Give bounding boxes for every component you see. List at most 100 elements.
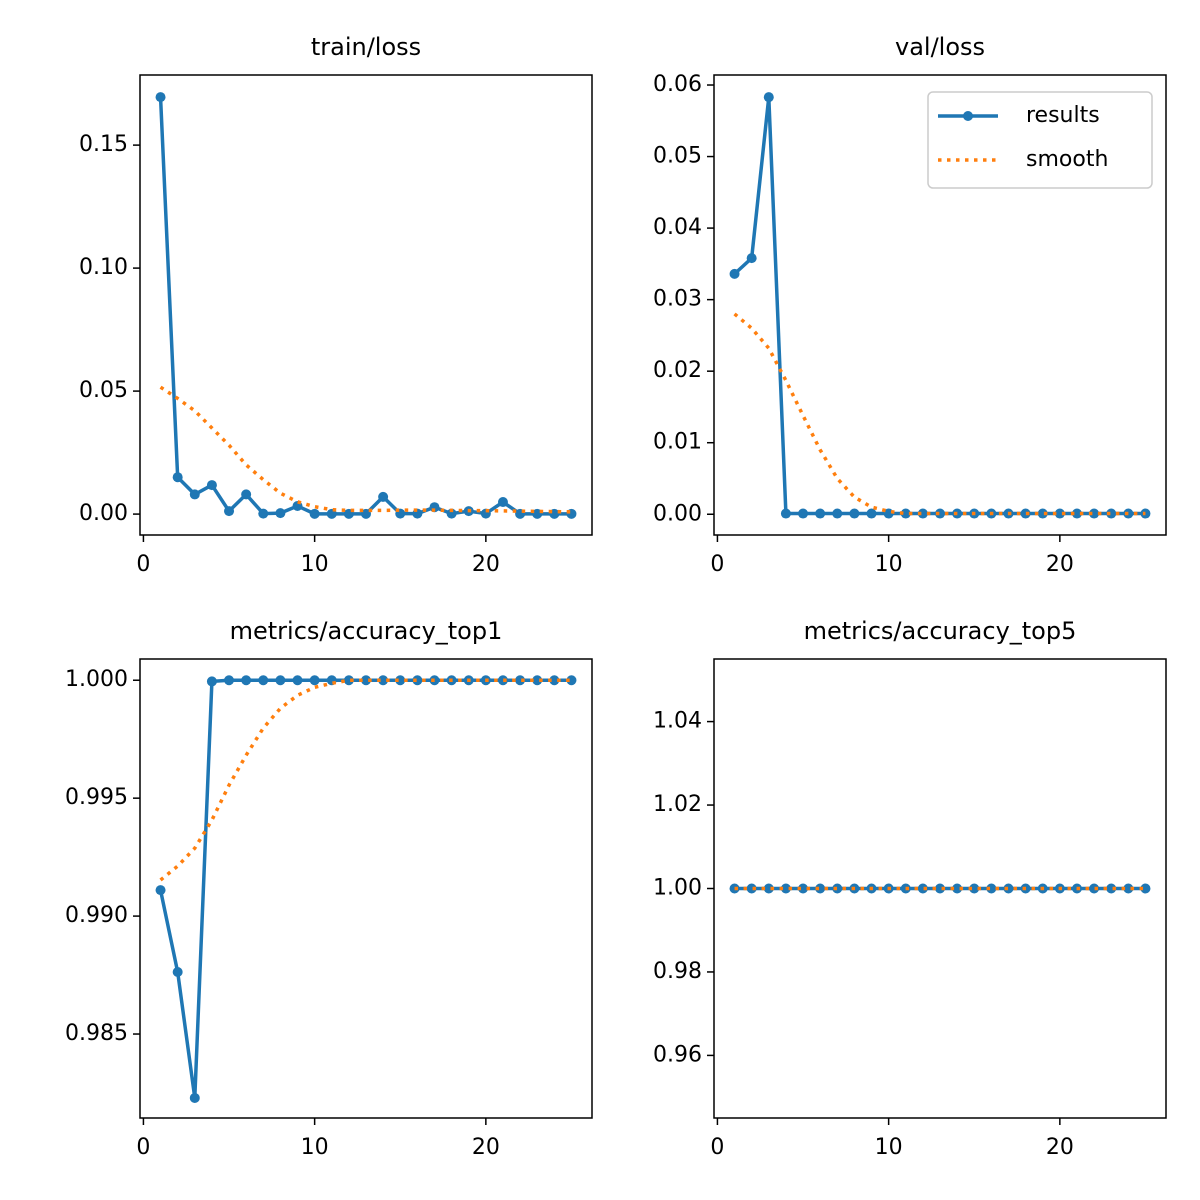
data-point <box>780 883 791 894</box>
data-point <box>1003 883 1014 894</box>
data-point <box>1054 508 1065 519</box>
axes-frame <box>713 74 1167 536</box>
axes-frame <box>713 658 1167 1119</box>
data-point <box>189 1092 200 1103</box>
data-point <box>832 883 843 894</box>
data-point <box>412 675 423 686</box>
data-point <box>969 883 980 894</box>
data-point <box>206 480 217 491</box>
x-tick-label: 10 <box>875 1135 903 1160</box>
data-point <box>275 675 286 686</box>
data-point <box>566 675 577 686</box>
data-point <box>1106 883 1117 894</box>
y-tick-label: 0.995 <box>65 785 128 810</box>
y-tick-label: 0.98 <box>653 959 702 984</box>
data-point <box>746 883 757 894</box>
data-point <box>1140 883 1151 894</box>
y-tick-label: 0.985 <box>65 1021 128 1046</box>
y-tick-label: 0.06 <box>653 72 702 97</box>
y-tick-label: 1.00 <box>653 876 702 901</box>
chart-title: metrics/accuracy_top1 <box>230 617 503 645</box>
x-tick-label: 20 <box>472 1135 500 1160</box>
data-point <box>275 508 286 519</box>
series-line <box>159 385 572 514</box>
data-point <box>361 675 371 686</box>
y-tick-label: 0.02 <box>653 358 702 383</box>
data-point <box>917 883 928 894</box>
x-tick-label: 10 <box>875 552 903 577</box>
series-line <box>159 678 572 882</box>
y-tick-label: 0.05 <box>653 144 702 169</box>
data-point <box>378 675 389 686</box>
legend-marker <box>963 111 973 121</box>
x-tick-label: 20 <box>1046 1135 1074 1160</box>
data-point <box>1089 508 1100 519</box>
data-point <box>224 675 235 686</box>
y-tick-label: 0.96 <box>653 1042 702 1067</box>
x-tick-label: 20 <box>472 552 500 577</box>
data-point <box>763 92 774 103</box>
data-point <box>206 676 217 687</box>
y-tick-label: 0.00 <box>79 501 128 526</box>
data-point <box>1071 508 1082 519</box>
y-tick-label: 1.04 <box>653 709 702 734</box>
y-tick-label: 0.01 <box>653 430 702 455</box>
data-point <box>189 489 200 500</box>
data-point <box>763 883 774 894</box>
y-tick-label: 0.04 <box>653 215 702 240</box>
y-tick-label: 1.02 <box>653 792 702 817</box>
data-point <box>309 508 320 519</box>
axes-frame <box>139 658 593 1119</box>
chart-title: metrics/accuracy_top5 <box>804 617 1077 645</box>
legend-label: smooth <box>1026 147 1108 172</box>
x-tick-label: 0 <box>136 1135 150 1160</box>
x-tick-label: 10 <box>301 1135 329 1160</box>
chart-title: train/loss <box>311 33 421 61</box>
data-point <box>1123 883 1134 894</box>
x-tick-label: 0 <box>136 552 150 577</box>
data-point <box>532 675 543 686</box>
data-point <box>241 675 252 686</box>
data-point <box>849 508 860 519</box>
x-tick-label: 0 <box>710 552 724 577</box>
chart-title: val/loss <box>895 33 985 61</box>
data-point <box>395 675 406 686</box>
data-point <box>798 508 809 519</box>
data-point <box>258 508 269 519</box>
data-point <box>172 472 183 483</box>
data-point <box>292 675 303 686</box>
legend-label: results <box>1026 103 1100 128</box>
data-point <box>746 253 757 264</box>
data-point <box>155 885 166 896</box>
data-point <box>815 508 826 519</box>
y-tick-label: 1.000 <box>65 667 128 692</box>
y-tick-label: 0.990 <box>65 903 128 928</box>
data-point <box>172 966 183 977</box>
data-point <box>258 675 269 686</box>
x-tick-label: 0 <box>710 1135 724 1160</box>
data-point <box>497 497 508 508</box>
data-point <box>1037 508 1048 519</box>
data-point <box>378 491 389 502</box>
data-point <box>866 508 877 519</box>
data-point <box>1020 508 1031 519</box>
data-point <box>309 675 320 686</box>
data-point <box>815 883 826 894</box>
y-tick-label: 0.10 <box>79 255 128 280</box>
data-point <box>549 675 560 686</box>
data-point <box>832 508 843 519</box>
data-point <box>729 268 740 279</box>
axes-frame <box>139 74 593 536</box>
data-point <box>155 92 166 103</box>
data-point <box>917 508 928 519</box>
data-point <box>780 508 791 519</box>
data-point <box>952 883 963 894</box>
x-tick-label: 10 <box>301 552 329 577</box>
data-point <box>900 508 911 519</box>
data-point <box>986 883 997 894</box>
data-point <box>935 508 945 519</box>
data-point <box>343 675 354 686</box>
data-point <box>515 675 526 686</box>
data-point <box>446 508 457 519</box>
